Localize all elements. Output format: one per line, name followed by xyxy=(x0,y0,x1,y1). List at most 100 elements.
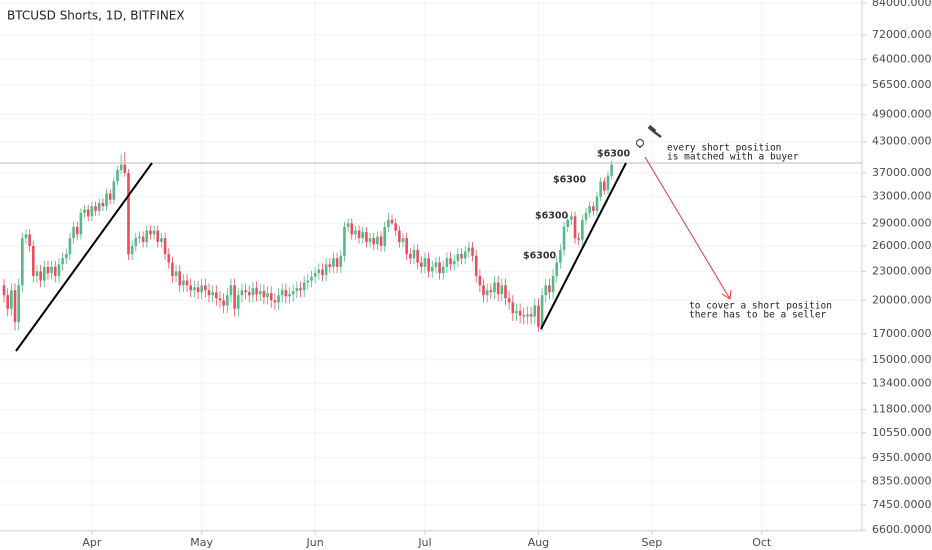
candle-body xyxy=(193,287,196,291)
candle-body xyxy=(368,238,372,243)
y-tick-label: 7450.0000 xyxy=(872,498,932,511)
y-tick-label: 8350.0000 xyxy=(872,474,932,487)
x-tick-label: Jul xyxy=(417,536,431,549)
candle-body xyxy=(467,247,471,252)
y-tick-label: 26000.0000 xyxy=(872,239,932,252)
candle-body xyxy=(449,258,452,265)
candle-body xyxy=(548,285,551,293)
candle-body xyxy=(90,206,94,217)
y-tick-label: 11800.0000 xyxy=(872,403,932,416)
price-label: $6300 xyxy=(523,251,556,262)
candle-body xyxy=(244,290,247,293)
candle-body xyxy=(295,288,299,292)
y-tick-label: 33000.0000 xyxy=(872,190,932,203)
candle-body xyxy=(94,206,97,211)
candle-body xyxy=(577,238,580,240)
candle-body xyxy=(522,315,526,317)
candle-body xyxy=(72,226,75,239)
x-tick-label: Sep xyxy=(642,536,663,549)
candle-body xyxy=(240,290,244,296)
candle-body xyxy=(526,314,529,317)
price-label: $6300 xyxy=(597,149,630,160)
candle-body xyxy=(207,290,211,296)
y-tick-label: 10550.0000 xyxy=(872,426,932,439)
x-tick-label: May xyxy=(190,536,213,549)
candle-body xyxy=(251,288,255,296)
candle-body xyxy=(463,251,467,259)
candle-body xyxy=(262,291,266,298)
candle-body xyxy=(313,273,317,277)
candle-body xyxy=(269,293,273,301)
candle-body xyxy=(2,285,6,296)
x-tick-label: Apr xyxy=(82,536,102,549)
candle-body xyxy=(485,290,489,296)
candle-body xyxy=(317,269,321,274)
candle-body xyxy=(24,234,28,239)
candle-body xyxy=(42,266,46,281)
arrow xyxy=(644,156,731,300)
candle-body xyxy=(456,254,460,261)
candle-body xyxy=(354,230,357,235)
candle-body xyxy=(105,193,108,207)
candle-body xyxy=(236,295,240,309)
candle-body xyxy=(489,290,493,293)
candle-body xyxy=(215,292,218,299)
candle-body xyxy=(10,290,13,309)
candle-body xyxy=(50,266,53,274)
candle-body xyxy=(310,276,313,281)
candle-body xyxy=(438,262,441,274)
candle-body xyxy=(493,282,496,293)
candle-body xyxy=(306,280,310,283)
candle-body xyxy=(138,236,141,239)
trend-line xyxy=(540,162,627,330)
y-tick-label: 17000.0000 xyxy=(872,327,932,340)
candle-body xyxy=(361,232,365,239)
candle-body xyxy=(529,314,533,317)
y-tick-label: 64000.0000 xyxy=(872,52,932,65)
axes: 84000.0000 72000.0000 64000.0000 56500.0000… xyxy=(82,0,932,549)
y-tick-label: 15000.0000 xyxy=(872,353,932,366)
candle-body xyxy=(32,245,35,276)
candle-body xyxy=(478,275,482,286)
candle-body xyxy=(387,219,390,227)
candle-body xyxy=(57,264,61,276)
candle-body xyxy=(273,300,277,303)
candle-body xyxy=(196,287,200,293)
candle-body xyxy=(116,170,119,182)
candle-body xyxy=(500,285,504,295)
candle-body xyxy=(383,226,386,246)
candle-body xyxy=(119,164,123,171)
x-tick-label: Jun xyxy=(306,536,324,549)
candle-body xyxy=(112,181,116,200)
candle-body xyxy=(68,238,72,255)
candle-body xyxy=(152,230,156,235)
candle-body xyxy=(588,206,591,213)
candle-body xyxy=(222,300,225,306)
candle-body xyxy=(394,223,397,231)
candle-body xyxy=(35,271,39,276)
candle-body xyxy=(544,285,548,296)
y-tick-label: 23000.0000 xyxy=(872,264,932,277)
candle-body xyxy=(255,288,258,295)
candle-body xyxy=(518,310,522,316)
candle-body xyxy=(365,232,368,243)
candle-body xyxy=(537,305,540,327)
note-text: every short position xyxy=(667,143,781,154)
candle-body xyxy=(229,285,233,296)
candle-body xyxy=(233,285,236,309)
candle-body xyxy=(357,230,361,239)
y-tick-label: 72000.0000 xyxy=(872,28,932,41)
candle-body xyxy=(64,254,68,259)
candle-body xyxy=(6,295,9,309)
candle-body xyxy=(441,266,445,274)
candle-body xyxy=(562,226,566,250)
x-tick-label: Oct xyxy=(752,536,772,549)
candle-body xyxy=(127,172,130,255)
candle-body xyxy=(130,245,134,255)
candle-body xyxy=(277,295,280,303)
y-tick-label: 29000.0000 xyxy=(872,216,932,229)
candle-body xyxy=(405,238,408,255)
y-tick-label: 37000.0000 xyxy=(872,166,932,179)
